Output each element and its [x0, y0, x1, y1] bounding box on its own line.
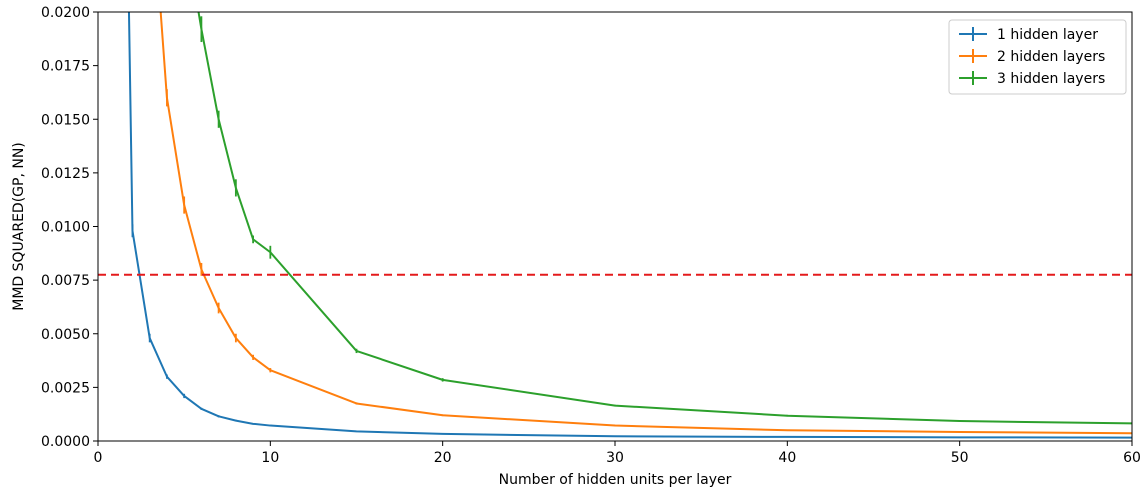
legend-item: 1 hidden layer [959, 27, 1098, 43]
legend-label: 1 hidden layer [997, 27, 1098, 43]
y-axis-label: MMD SQUARED(GP, NN) [11, 142, 27, 311]
y-tick-label: 0.0075 [41, 273, 90, 289]
x-tick-label: 10 [261, 450, 279, 466]
y-tick-label: 0.0050 [41, 327, 90, 343]
series-layer [98, 12, 1132, 439]
y-tick-label: 0.0100 [41, 220, 90, 236]
series-1 [127, 12, 1132, 439]
legend-label: 2 hidden layers [997, 49, 1105, 65]
y-tick-label: 0.0200 [41, 5, 90, 21]
plot-frame [97, 11, 1133, 442]
x-axis-label: Number of hidden units per layer [499, 472, 732, 487]
y-tick-label: 0.0000 [41, 434, 90, 450]
legend: 1 hidden layer 2 hidden layers 3 hidden la… [948, 19, 1127, 95]
x-tick-label: 60 [1123, 450, 1141, 466]
series-line [159, 12, 1132, 435]
x-tick-label: 30 [606, 450, 624, 466]
x-tick-label: 0 [94, 450, 103, 466]
y-tick-label: 0.0175 [41, 59, 90, 75]
x-tick-label: 40 [778, 450, 796, 466]
series-3 [197, 12, 1132, 425]
y-tick-label: 0.0125 [41, 166, 90, 182]
legend-item: 3 hidden layers [959, 71, 1105, 87]
legend-box [948, 19, 1127, 95]
series-line [197, 12, 1132, 425]
y-axis-ticks: 0.0000 0.0025 0.0050 0.0075 0.0100 0.0125 0.01… [41, 5, 98, 450]
x-tick-label: 20 [434, 450, 452, 466]
x-tick-label: 50 [951, 450, 969, 466]
legend-label: 3 hidden layers [997, 71, 1105, 87]
y-tick-label: 0.0150 [41, 112, 90, 128]
series-2 [159, 12, 1132, 435]
x-axis-ticks: 0 10 20 30 40 50 60 [94, 441, 1141, 466]
y-tick-label: 0.0025 [41, 380, 90, 396]
legend-item: 2 hidden layers [959, 49, 1105, 65]
plot-area [98, 12, 1132, 439]
series-line [127, 12, 1132, 439]
